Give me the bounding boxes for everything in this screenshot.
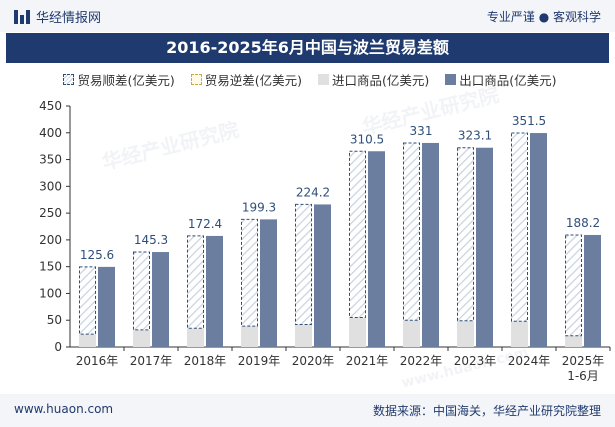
surplus-bar <box>241 218 258 327</box>
top-header-bar: 华经情报网 专业严谨 ● 客观科学 <box>0 0 615 32</box>
import-bar <box>511 321 528 347</box>
x-tick-label: 2020年 <box>292 354 335 368</box>
x-tick-label: 2017年 <box>130 354 173 368</box>
brand-logo-icon <box>14 9 30 24</box>
chart-axes: 0 50 100 150 200 250 300 350 400 450 2016年 2017年 201… <box>39 99 611 383</box>
surplus-data-label: 125.6 <box>80 248 114 262</box>
export-bar <box>368 151 385 347</box>
legend-swatch-export <box>445 73 457 85</box>
footer-source: 数据来源：中国海关，华经产业研究院整理 <box>372 404 601 418</box>
surplus-data-label: 310.5 <box>350 132 384 146</box>
y-tick-label: 300 <box>39 179 62 193</box>
export-bar <box>152 252 169 347</box>
import-bar <box>241 326 258 347</box>
surplus-bar <box>403 142 420 321</box>
surplus-data-label: 351.5 <box>512 114 546 128</box>
export-bar <box>530 133 547 347</box>
x-tick-label: 2016年 <box>76 354 119 368</box>
legend-label-surplus: 贸易顺差(亿美元) <box>77 72 175 88</box>
import-bar <box>403 320 420 347</box>
y-tick-label: 100 <box>39 286 62 300</box>
export-bar <box>314 204 331 347</box>
import-bar <box>187 328 204 347</box>
import-bar <box>565 335 582 347</box>
chart-bars <box>79 132 601 347</box>
legend-swatch-surplus <box>63 73 75 85</box>
y-tick-label: 250 <box>39 206 62 220</box>
surplus-bar <box>133 251 150 331</box>
chart-labels: 125.6 145.3 172.4 199.3 224.2 310.5 331 323.1 35… <box>80 114 600 262</box>
x-tick-label: 2021年 <box>346 354 389 368</box>
footer-bar: www.huaon.com 数据来源：中国海关，华经产业研究院整理 <box>0 394 615 427</box>
surplus-data-label: 145.3 <box>134 233 168 247</box>
footer-website[interactable]: www.huaon.com <box>14 402 114 416</box>
import-bar <box>295 324 312 347</box>
legend-swatch-import <box>318 73 329 85</box>
chart-title: 2016-2025年6月中国与波兰贸易差额 <box>6 33 609 63</box>
legend-item-surplus[interactable]: 贸易顺差(亿美元) <box>63 70 175 88</box>
surplus-bar <box>187 235 204 329</box>
y-tick-label: 150 <box>39 260 62 274</box>
surplus-data-label: 199.3 <box>242 200 276 214</box>
legend-item-import[interactable]: 进口商品(亿美元) <box>318 70 429 88</box>
surplus-data-label: 323.1 <box>458 129 492 143</box>
x-tick-label: 2023年 <box>454 354 497 368</box>
y-tick-label: 350 <box>39 153 62 167</box>
y-tick-label: 50 <box>47 313 62 327</box>
x-tick-label: 2018年 <box>184 354 227 368</box>
surplus-data-label: 188.2 <box>566 216 600 230</box>
export-bar <box>476 147 493 347</box>
surplus-bar <box>565 234 582 337</box>
brand[interactable]: 华经情报网 <box>14 7 101 26</box>
x-tick-label: 1-6月 <box>567 369 599 383</box>
surplus-data-label: 331 <box>410 124 433 138</box>
surplus-data-label: 224.2 <box>296 185 330 199</box>
surplus-bar <box>79 266 96 335</box>
export-bar <box>422 142 439 347</box>
legend-item-export[interactable]: 出口商品(亿美元) <box>445 70 557 88</box>
x-tick-label: 2022年 <box>400 354 443 368</box>
surplus-bar <box>457 147 474 322</box>
export-bar <box>260 219 277 347</box>
legend-label-export: 出口商品(亿美元) <box>459 72 557 88</box>
surplus-data-label: 172.4 <box>188 217 222 231</box>
legend-label-deficit: 贸易逆差(亿美元) <box>204 72 302 88</box>
surplus-bar <box>349 150 366 319</box>
surplus-bar <box>295 203 312 326</box>
y-tick-label: 0 <box>54 340 62 354</box>
x-tick-label: 2024年 <box>508 354 551 368</box>
export-bar <box>98 266 115 347</box>
import-bar <box>349 317 366 347</box>
surplus-bar <box>511 132 528 322</box>
export-bar <box>584 234 601 347</box>
x-tick-label: 2019年 <box>238 354 281 368</box>
y-tick-label: 400 <box>39 126 62 140</box>
legend-label-import: 进口商品(亿美元) <box>332 72 430 88</box>
export-bar <box>206 235 223 347</box>
import-bar <box>133 329 150 347</box>
y-tick-label: 200 <box>39 233 62 247</box>
legend-item-deficit[interactable]: 贸易逆差(亿美元) <box>190 70 302 88</box>
x-tick-label: 2025年 <box>562 354 605 368</box>
y-tick-label: 450 <box>39 99 62 113</box>
bar-chart: 0 50 100 150 200 250 300 350 400 450 2016年 2017年 201… <box>39 99 611 383</box>
import-bar <box>79 334 96 347</box>
chart-legend: 贸易顺差(亿美元) 贸易逆差(亿美元) 进口商品(亿美元) 出口商品(亿美元) <box>30 70 590 88</box>
import-bar <box>457 320 474 347</box>
legend-swatch-deficit <box>190 73 202 85</box>
header-tagline: 专业严谨 ● 客观科学 <box>486 10 601 24</box>
brand-name: 华经情报网 <box>36 11 102 26</box>
